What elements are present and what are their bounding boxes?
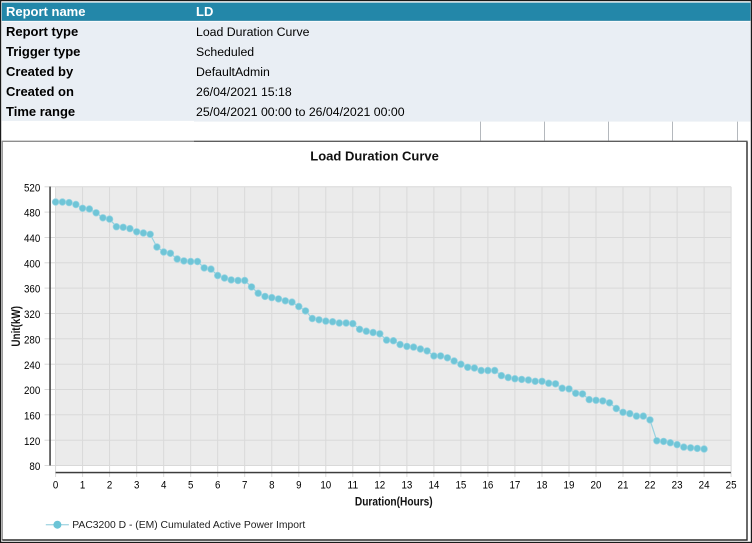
svg-text:13: 13 — [401, 479, 412, 491]
svg-text:11: 11 — [347, 479, 358, 491]
svg-text:5: 5 — [188, 479, 193, 491]
svg-text:12: 12 — [374, 479, 385, 491]
svg-text:Created on: Created on — [6, 84, 74, 99]
svg-text:14: 14 — [428, 479, 439, 491]
svg-text:240: 240 — [24, 360, 40, 372]
svg-text:6: 6 — [215, 479, 220, 491]
svg-text:DefaultAdmin: DefaultAdmin — [196, 65, 270, 79]
svg-text:0: 0 — [53, 479, 58, 491]
svg-text:Duration(Hours): Duration(Hours) — [355, 495, 433, 509]
svg-text:120: 120 — [24, 436, 40, 448]
svg-text:320: 320 — [24, 309, 40, 321]
svg-text:280: 280 — [24, 334, 40, 346]
svg-text:21: 21 — [618, 479, 629, 491]
svg-text:8: 8 — [269, 479, 274, 491]
svg-text:160: 160 — [24, 410, 40, 422]
svg-text:Time range: Time range — [6, 104, 75, 119]
svg-text:360: 360 — [24, 284, 40, 296]
svg-text:16: 16 — [482, 479, 493, 491]
svg-text:80: 80 — [29, 461, 40, 473]
svg-text:26/04/2021 15:18: 26/04/2021 15:18 — [196, 85, 292, 99]
svg-text:Load Duration Curve: Load Duration Curve — [310, 149, 439, 164]
svg-text:Report type: Report type — [6, 24, 78, 39]
svg-text:LD: LD — [196, 4, 213, 19]
svg-text:25/04/2021 00:00 to 26/04/2021: 25/04/2021 00:00 to 26/04/2021 00:00 — [196, 105, 405, 119]
svg-text:20: 20 — [591, 479, 602, 491]
svg-text:4: 4 — [161, 479, 166, 491]
svg-text:1: 1 — [80, 479, 85, 491]
svg-text:3: 3 — [134, 479, 139, 491]
svg-text:25: 25 — [726, 479, 737, 491]
svg-text:15: 15 — [455, 479, 466, 491]
svg-text:480: 480 — [24, 208, 40, 220]
svg-text:Trigger type: Trigger type — [6, 44, 80, 59]
svg-text:22: 22 — [645, 479, 656, 491]
svg-text:Report name: Report name — [6, 4, 85, 19]
svg-text:440: 440 — [24, 233, 40, 245]
svg-text:400: 400 — [24, 258, 40, 270]
svg-text:Created by: Created by — [6, 64, 74, 79]
svg-text:9: 9 — [296, 479, 301, 491]
svg-text:Load Duration Curve: Load Duration Curve — [196, 25, 310, 39]
svg-text:Unit(kW): Unit(kW) — [9, 306, 23, 347]
svg-text:200: 200 — [24, 385, 40, 397]
svg-text:18: 18 — [537, 479, 548, 491]
svg-text:17: 17 — [509, 479, 520, 491]
svg-text:24: 24 — [699, 479, 710, 491]
svg-text:Scheduled: Scheduled — [196, 45, 254, 59]
svg-text:7: 7 — [242, 479, 247, 491]
svg-text:2: 2 — [107, 479, 112, 491]
svg-text:19: 19 — [564, 479, 575, 491]
svg-text:10: 10 — [320, 479, 331, 491]
svg-text:23: 23 — [672, 479, 683, 491]
svg-text:PAC3200 D - (EM) Cumulated Act: PAC3200 D - (EM) Cumulated Active Power … — [72, 519, 305, 531]
svg-text:520: 520 — [24, 182, 40, 194]
